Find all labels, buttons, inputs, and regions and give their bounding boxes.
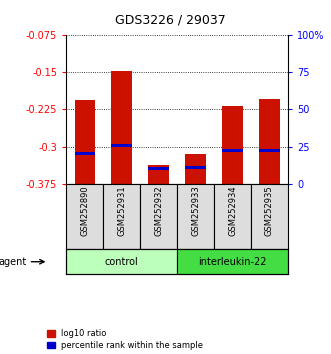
Text: GDS3226 / 29037: GDS3226 / 29037: [115, 13, 226, 27]
Legend: log10 ratio, percentile rank within the sample: log10 ratio, percentile rank within the …: [47, 329, 203, 350]
Bar: [251, 183, 288, 249]
Bar: [222, 106, 243, 183]
Text: agent: agent: [0, 257, 26, 267]
Bar: [185, 154, 206, 183]
Bar: [74, 152, 95, 155]
Bar: [66, 183, 103, 249]
Bar: [148, 165, 169, 183]
Bar: [185, 166, 206, 169]
Bar: [112, 143, 132, 147]
Bar: [214, 183, 251, 249]
Bar: [112, 72, 132, 183]
Text: GSM252932: GSM252932: [154, 185, 163, 236]
Text: GSM252933: GSM252933: [191, 185, 200, 236]
Bar: [259, 99, 280, 183]
Bar: [103, 183, 140, 249]
Text: GSM252890: GSM252890: [80, 185, 89, 236]
Bar: [140, 183, 177, 249]
Bar: [148, 167, 169, 170]
Text: interleukin-22: interleukin-22: [198, 257, 267, 267]
Bar: [66, 249, 177, 274]
Bar: [177, 183, 214, 249]
Bar: [259, 149, 280, 152]
Bar: [177, 249, 288, 274]
Bar: [74, 99, 95, 183]
Text: GSM252931: GSM252931: [117, 185, 126, 236]
Text: GSM252934: GSM252934: [228, 185, 237, 236]
Text: GSM252935: GSM252935: [265, 185, 274, 236]
Text: control: control: [105, 257, 138, 267]
Bar: [222, 149, 243, 153]
